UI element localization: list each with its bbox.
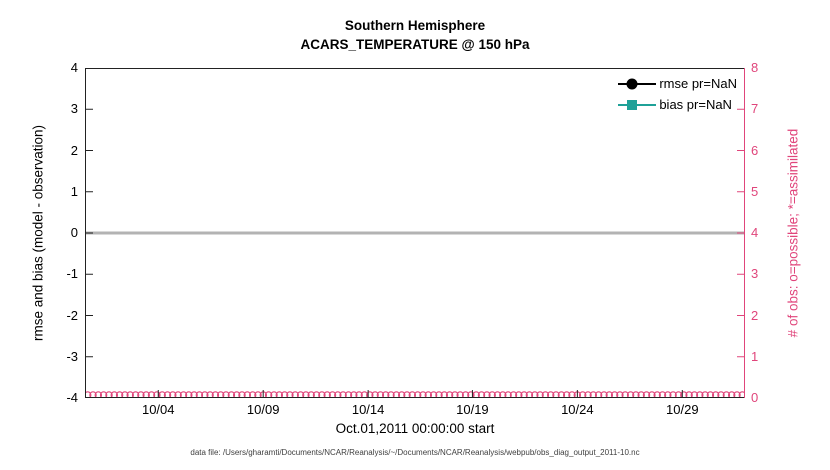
title-line-1: Southern Hemisphere <box>344 18 486 33</box>
legend: rmse pr=NaN bias pr=NaN <box>618 76 737 112</box>
x-tick-label: 10/09 <box>246 402 280 417</box>
plot-border <box>85 68 745 398</box>
obs-count-markers <box>85 391 745 398</box>
left-y-tick-label: 3 <box>70 101 78 117</box>
right-y-tick-label: 3 <box>751 266 759 282</box>
left-y-tick-label: 2 <box>70 142 78 158</box>
right-y-tick-label: 5 <box>751 183 759 199</box>
chart-title: Southern Hemisphere ACARS_TEMPERATURE @ … <box>85 16 745 54</box>
right-y-tick-label: 0 <box>751 390 759 405</box>
right-y-tick-label: 1 <box>751 348 759 364</box>
x-axis-label: Oct.01,2011 00:00:00 start <box>335 421 495 436</box>
right-y-tick-label: 7 <box>751 101 759 117</box>
x-tick-label: 10/19 <box>456 402 489 417</box>
left-y-tick-label: 1 <box>70 183 78 199</box>
legend-entry-rmse: rmse pr=NaN <box>618 76 737 91</box>
right-y-tick-label: 2 <box>751 307 759 323</box>
left-y-tick-label: 0 <box>70 225 78 240</box>
legend-label-rmse: rmse pr=NaN <box>659 76 737 91</box>
legend-label-bias: bias pr=NaN <box>659 97 732 112</box>
axis-ticks <box>86 68 744 398</box>
title-line-2: ACARS_TEMPERATURE @ 150 hPa <box>300 37 530 52</box>
left-y-tick-label: -1 <box>66 266 78 282</box>
bias-square-marker-icon <box>618 99 657 110</box>
legend-entry-bias: bias pr=NaN <box>618 97 737 112</box>
left-y-tick-label: -3 <box>66 348 78 364</box>
right-y-tick-label: 6 <box>751 142 759 158</box>
plot-area: rmse pr=NaN bias pr=NaN <box>85 68 745 398</box>
data-file-caption: data file: /Users/gharamti/Documents/NCA… <box>190 448 640 457</box>
x-tick-label: 10/29 <box>666 402 699 417</box>
left-y-tick-label: -2 <box>66 307 78 323</box>
x-tick-label: 10/14 <box>351 402 385 417</box>
x-tick-label: 10/04 <box>141 402 175 417</box>
x-tick-label: 10/24 <box>561 402 594 417</box>
right-y-tick-label: 4 <box>751 225 759 240</box>
plot-canvas <box>85 68 745 398</box>
right-y-tick-label: 8 <box>751 60 759 75</box>
left-y-tick-label: 4 <box>70 60 78 75</box>
left-y-tick-label: -4 <box>66 390 78 405</box>
rmse-line-marker-icon <box>618 78 657 89</box>
